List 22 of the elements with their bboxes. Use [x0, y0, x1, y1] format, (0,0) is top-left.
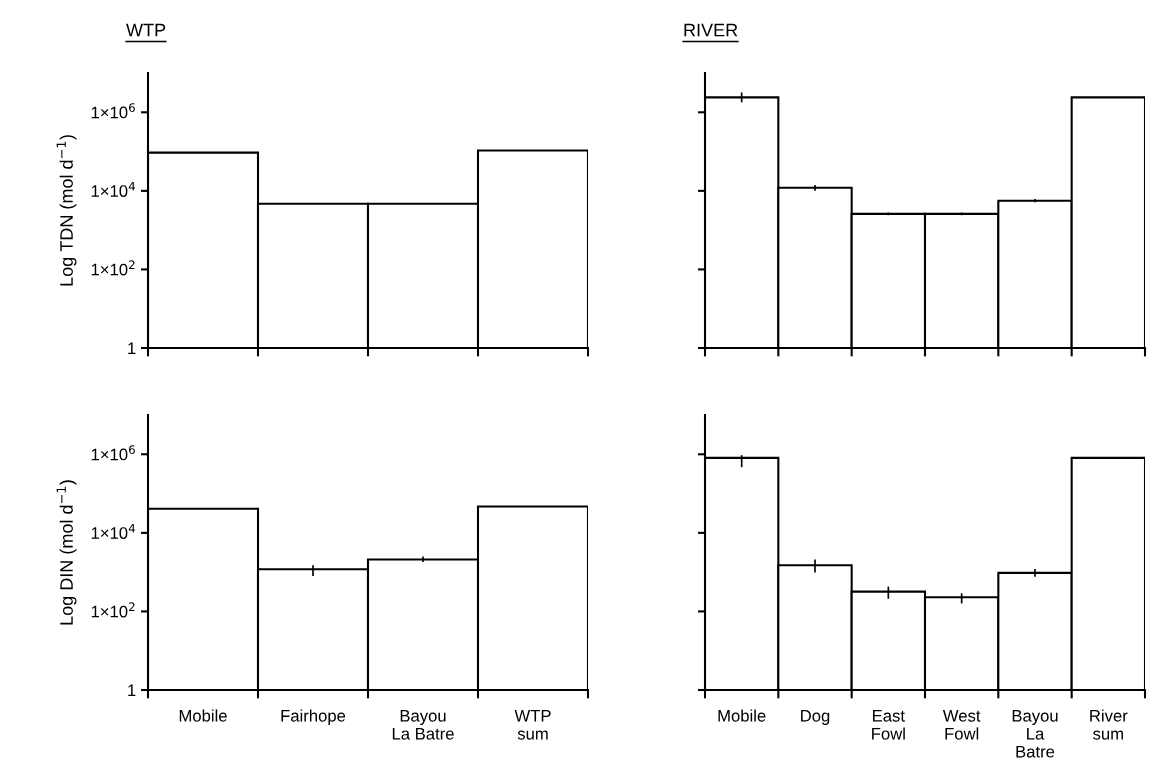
x-tick-label: River sum [1090, 709, 1128, 740]
x-tick-label: Dog [801, 710, 830, 725]
x-tick-label: Mobile [718, 709, 766, 722]
x-tick-label: Bayou La Batre [392, 710, 454, 740]
x-tick-label: Bayou La Batre [1012, 710, 1058, 758]
x-tick-label: Mobile [179, 709, 227, 722]
y-axis-title: Log TDN (mol d$^{−1}$) [56, 135, 77, 286]
x-tick-label: WTP sum [514, 710, 551, 740]
x-tick-label: Fairhope [281, 709, 346, 725]
y-tick-label: 1 [128, 684, 136, 697]
y-tick-label: 1×10$^{6}$ [91, 445, 135, 461]
y-tick-label: 1 [128, 342, 136, 355]
y-tick-label: 1×10$^{6}$ [91, 103, 135, 119]
x-tick-label: East Fowl [872, 710, 905, 740]
y-tick-label: 1×10$^{4}$ [91, 523, 135, 539]
chart-title: RIVER [684, 23, 738, 37]
x-tick-label: West Fowl [942, 710, 981, 740]
y-axis-title: Log DIN (mol d$^{−1}$) [56, 480, 77, 625]
y-tick-label: 1×10$^{2}$ [91, 260, 135, 276]
y-tick-label: 1×10$^{2}$ [91, 602, 135, 618]
y-tick-label: 1×10$^{4}$ [91, 181, 135, 197]
chart-title: WTP [126, 23, 166, 37]
